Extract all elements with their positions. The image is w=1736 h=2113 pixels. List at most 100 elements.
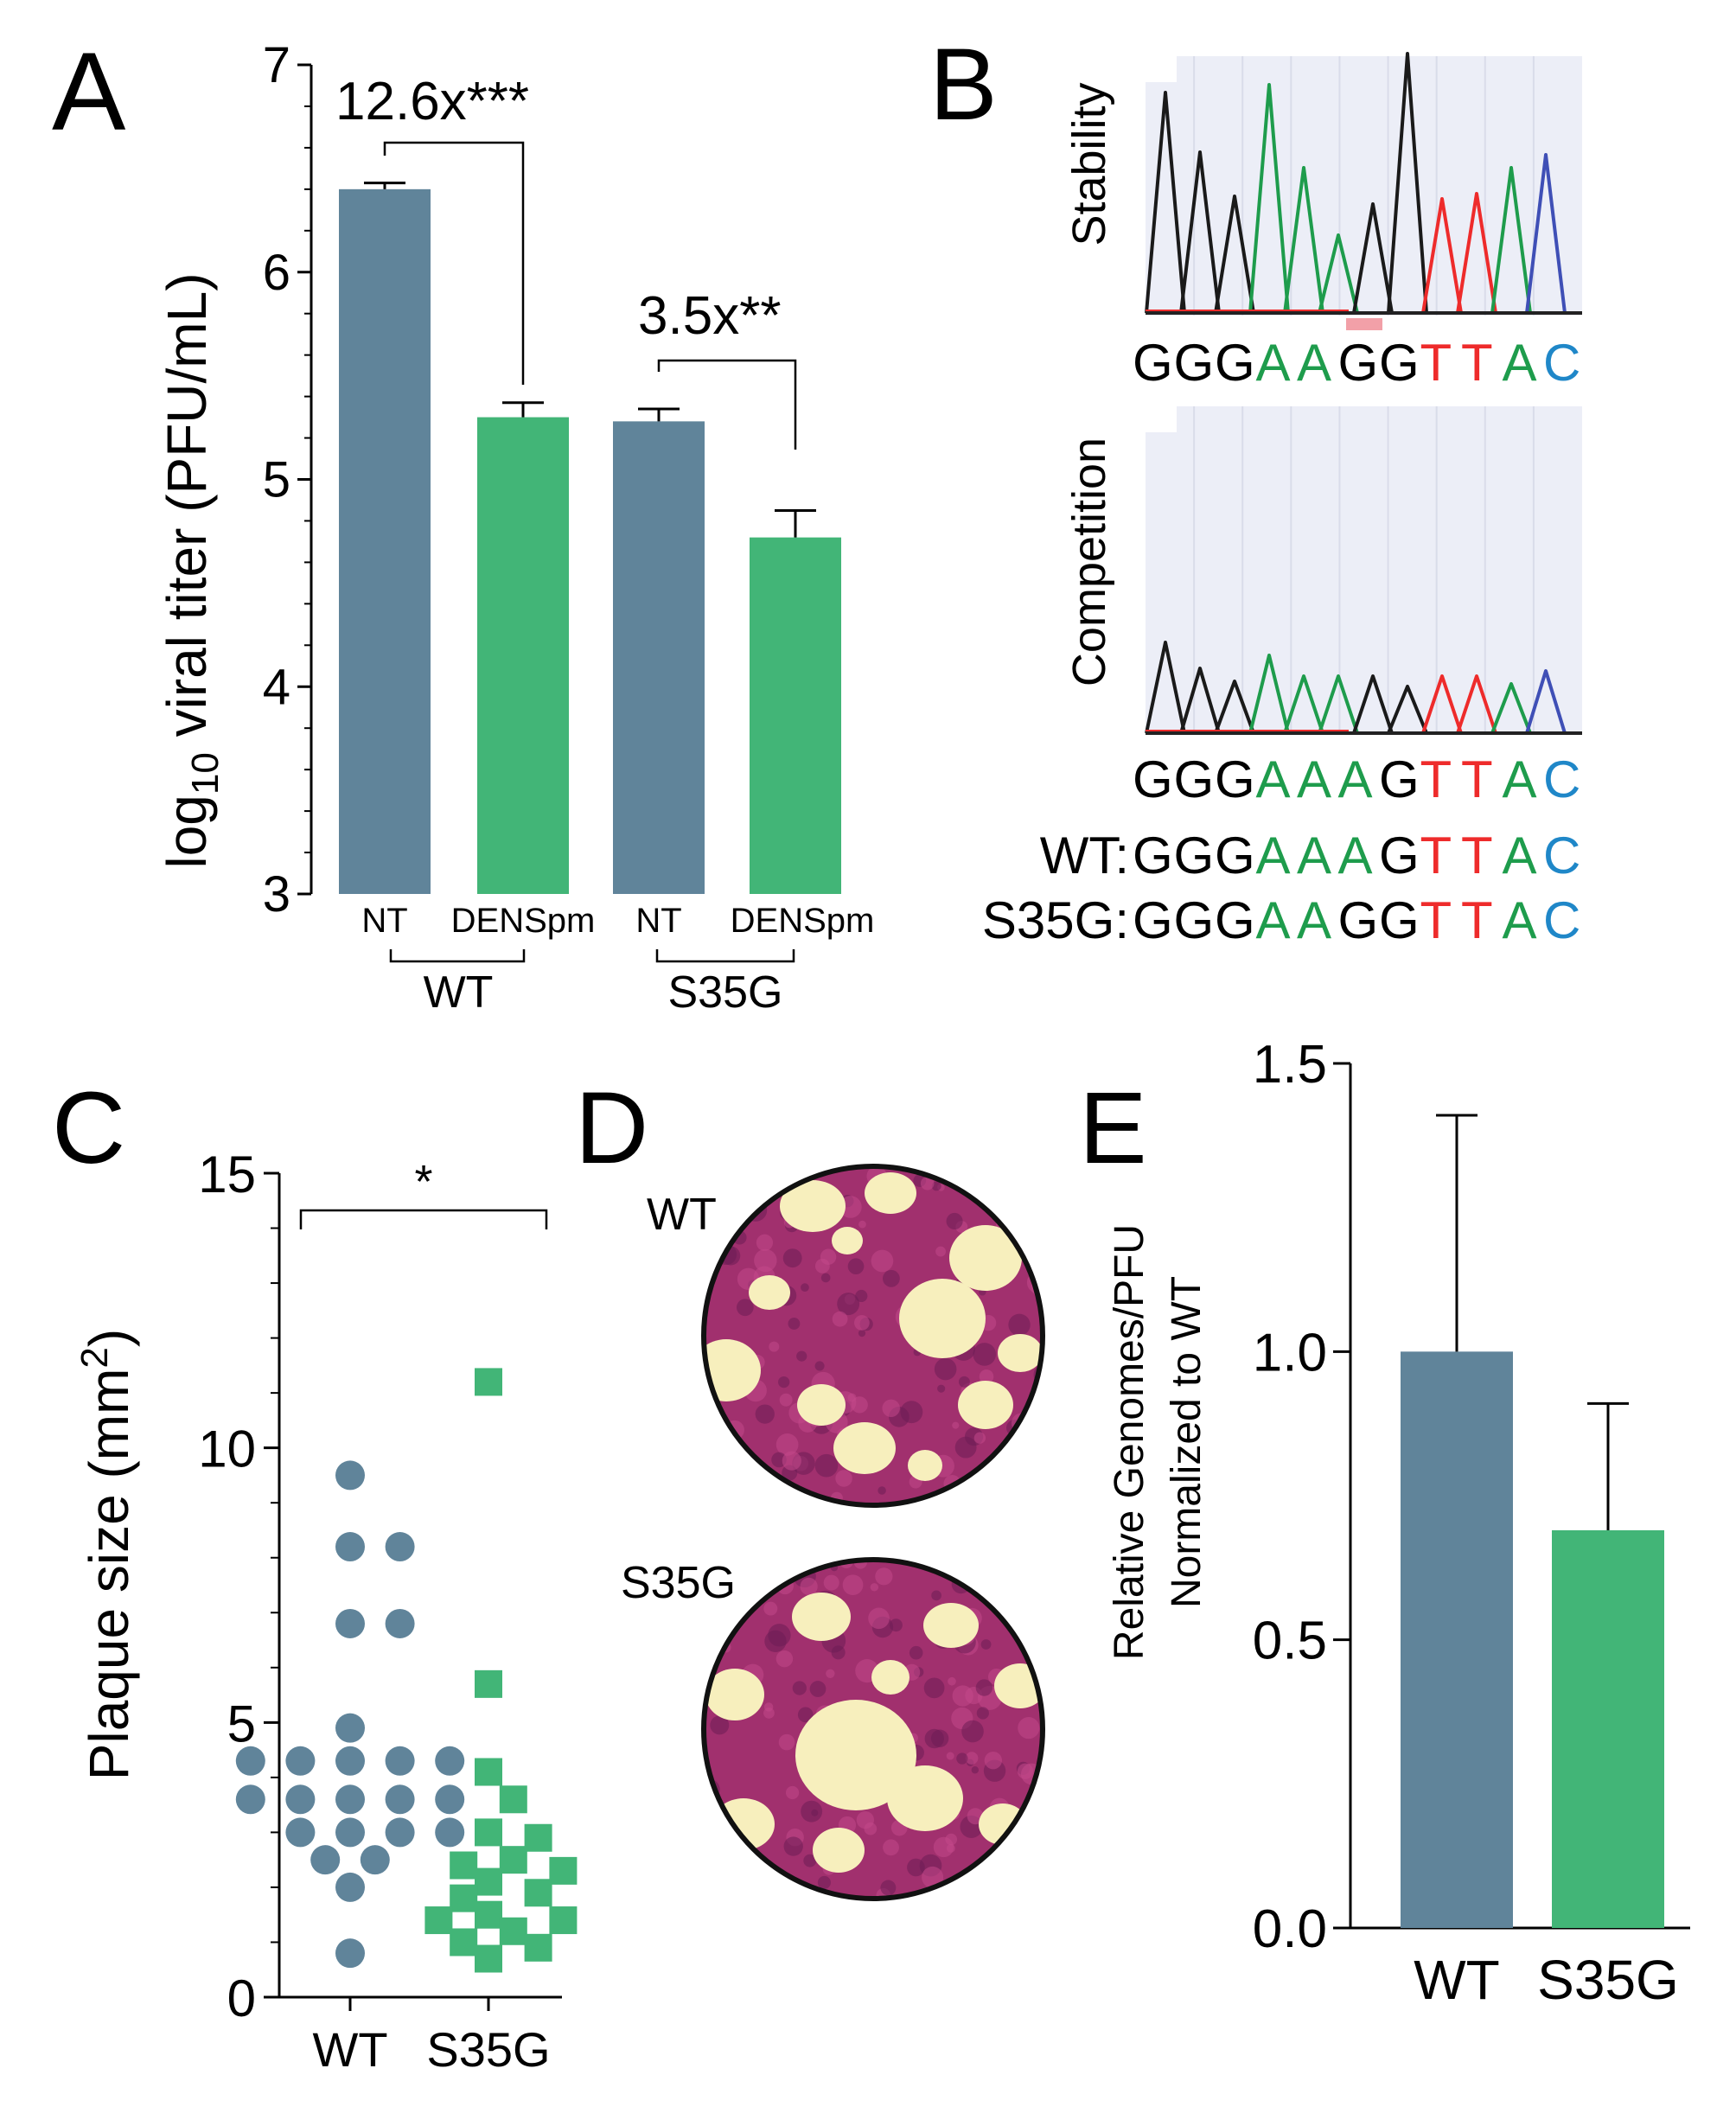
panel-c-point-s35g — [475, 1900, 502, 1929]
wt-well-stain-texture — [778, 1376, 790, 1388]
competition-sequence-base: A — [1297, 750, 1331, 808]
panel-e-y-tick-label: 1.0 — [1253, 1323, 1327, 1382]
s35g-well-stain-texture — [994, 1867, 1008, 1880]
panel-c-point-wt — [335, 1817, 365, 1848]
s35g-well-stain-texture — [965, 1752, 979, 1765]
stability-chromatogram-background — [1146, 56, 1582, 316]
competition-sequence-base: T — [1420, 750, 1452, 808]
panel-a-bars — [339, 182, 841, 895]
wt-well-stain-texture — [979, 1369, 994, 1384]
s35g-well-stain-texture — [1017, 1763, 1034, 1779]
panel-a-annotation-fold-2: 3.5x** — [638, 286, 781, 346]
competition-peak — [1283, 674, 1324, 734]
stability-chromatogram-trace — [1145, 52, 1582, 315]
wt-well-stain-texture — [858, 1329, 866, 1337]
panel-c-point-wt — [385, 1608, 415, 1638]
panel-e-y-tick-label: 0.0 — [1253, 1899, 1327, 1959]
panel-c-point-wt — [335, 1532, 365, 1562]
plaque-label-wt: WT — [647, 1190, 717, 1240]
wt-well-stain-texture — [782, 1248, 802, 1268]
wt-well-plaque — [958, 1381, 1013, 1429]
s35g-well-stain-texture — [945, 1833, 958, 1846]
wt-well-stain-texture — [847, 1393, 857, 1402]
s35g-well-stain-texture — [750, 1897, 759, 1899]
wt-well-stain-texture — [973, 1432, 986, 1444]
wt-well-plaque — [833, 1422, 896, 1474]
wt-well-stain-texture — [782, 1451, 801, 1471]
panel-a-y-tick-label: 6 — [263, 245, 290, 301]
stability-peak — [1421, 197, 1463, 314]
panel-c-point-wt — [360, 1845, 390, 1875]
s35g-well-stain-texture — [809, 1681, 827, 1697]
s35g-well-stain-texture — [778, 1733, 795, 1751]
competition-peak — [1421, 674, 1463, 734]
s35g-well-stain-texture — [803, 1854, 817, 1867]
s35g-well-stain-texture — [826, 1669, 835, 1678]
wt-well-stain-texture — [935, 1246, 946, 1257]
panel-a-y-ticks: 3 4 5 6 7 — [263, 37, 311, 922]
panel-c-category-label: S35G — [426, 2022, 550, 2077]
panel-a-group-label-wt: WT — [424, 967, 494, 1018]
stability-peak — [1490, 166, 1532, 314]
wt-well-plaque — [797, 1384, 846, 1426]
panel-c-significance: * — [414, 1156, 432, 1208]
s35g-sequence-base: T — [1420, 891, 1452, 949]
s35g-well-stain-texture — [800, 1577, 818, 1596]
wt-well-stain-texture — [814, 1258, 830, 1274]
panel-c-point-wt — [435, 1746, 465, 1776]
wt-well-stain-texture — [711, 1443, 725, 1457]
stability-panel-notch — [1146, 56, 1177, 82]
competition-sequence-base: A — [1503, 750, 1537, 808]
panel-e-category-label: S35G — [1537, 1949, 1679, 2011]
plaque-label-s35g: S35G — [621, 1558, 736, 1608]
s35g-well-stain-texture — [842, 1574, 864, 1596]
s35g-well-stain-texture — [889, 1618, 903, 1632]
s35g-well-plaque — [813, 1828, 865, 1873]
s35g-sequence-base: A — [1503, 891, 1537, 949]
competition-peak — [1456, 674, 1497, 734]
wt-well-stain-texture — [854, 1315, 870, 1331]
wt-well-stain-texture — [755, 1404, 775, 1424]
wt-well-stain-texture — [920, 1176, 935, 1191]
wt-well-plaque — [832, 1227, 863, 1254]
competition-peak — [1214, 680, 1255, 734]
wt-well-stain-texture — [835, 1470, 852, 1487]
stability-mixed-base-marker — [1346, 318, 1382, 330]
s35g-well-stain-texture — [961, 1720, 984, 1743]
panel-c-point-wt — [385, 1532, 415, 1562]
wt-well-stain-texture — [973, 1343, 997, 1366]
plaque-well-s35g — [701, 1557, 1045, 1901]
wt-well-stain-texture — [882, 1269, 900, 1287]
s35g-well-stain-texture — [868, 1607, 890, 1630]
wt-well-stain-texture — [788, 1318, 801, 1330]
panel-c-point-wt — [310, 1845, 341, 1875]
s35g-well-stain-texture — [946, 1752, 954, 1760]
stability-peak — [1318, 233, 1359, 314]
wt-well-stain-texture — [1018, 1166, 1033, 1181]
panel-c-point-wt — [335, 1938, 365, 1969]
stability-peak — [1214, 195, 1255, 314]
s35g-well-stain-texture — [783, 1836, 803, 1856]
wt-well-stain-texture — [858, 1220, 866, 1229]
wt-well-stain-texture — [769, 1341, 780, 1352]
panel-c-point-s35g — [549, 1906, 578, 1935]
wt-well-stain-texture — [934, 1357, 957, 1381]
wt-well-stain-texture — [1014, 1166, 1033, 1185]
s35g-well-stain-texture — [946, 1843, 955, 1853]
panel-c-point-wt — [335, 1713, 365, 1743]
wt-well-stain-texture — [952, 1421, 960, 1429]
panel-e: E Relative Genomes/PFU Normalized to WT … — [1079, 1035, 1690, 2011]
competition-sequence-base: C — [1543, 750, 1580, 808]
wt-well-stain-texture — [718, 1460, 742, 1484]
wt-sequence-base: A — [1503, 827, 1537, 884]
wt-well-stain-texture — [946, 1212, 963, 1230]
panel-letter-b: B — [929, 28, 998, 142]
competition-peak — [1179, 667, 1221, 734]
panel-a-y-tick-label: 5 — [263, 452, 290, 508]
competition-sequence-base: A — [1338, 750, 1373, 808]
panel-c-points — [235, 1368, 578, 1973]
s35g-well-stain-texture — [817, 1875, 831, 1889]
stability-peak — [1283, 166, 1324, 314]
s35g-well-stain-texture — [763, 1702, 774, 1712]
